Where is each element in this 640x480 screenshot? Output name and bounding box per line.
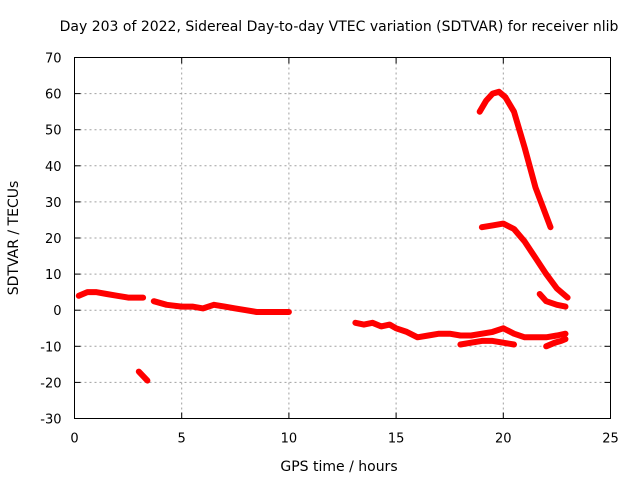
- y-tick-label: 40: [45, 160, 62, 175]
- x-tick-label: 10: [281, 432, 298, 447]
- x-tick-label: 0: [70, 432, 78, 447]
- series-track-7: [478, 220, 571, 301]
- data-series: [75, 88, 571, 384]
- y-tick-label: -30: [40, 413, 61, 428]
- x-axis-label: GPS time / hours: [280, 459, 397, 475]
- tick-labels: 0 5 10 15 20 25 -30 -20 -10 0 10 20 30 40 50 60 70: [40, 52, 619, 447]
- series-track-9: [543, 336, 569, 350]
- chart-title: Day 203 of 2022, Sidereal Day-to-day VTE…: [60, 19, 619, 35]
- y-axis-label: SDTVAR / TECUs: [6, 181, 22, 296]
- series-track-4: [352, 319, 569, 341]
- y-tick-label: -10: [40, 340, 61, 355]
- series-track-6: [476, 88, 554, 231]
- series-track-3: [135, 368, 151, 384]
- y-tick-label: -20: [40, 376, 61, 391]
- y-tick-label: 60: [45, 88, 62, 103]
- y-tick-label: 20: [45, 232, 62, 247]
- series-track-1: [75, 289, 147, 301]
- grid-lines: [74, 57, 611, 419]
- x-tick-label: 25: [602, 432, 619, 447]
- y-tick-label: 30: [45, 196, 62, 211]
- axis-ticks: [74, 57, 611, 419]
- series-track-8: [536, 291, 569, 310]
- y-tick-label: 10: [45, 268, 62, 283]
- x-tick-label: 20: [495, 432, 512, 447]
- series-track-5: [457, 337, 517, 348]
- y-tick-label: 0: [53, 304, 61, 319]
- y-tick-label: 70: [45, 52, 62, 67]
- x-tick-label: 15: [388, 432, 405, 447]
- series-track-2: [150, 298, 292, 315]
- x-tick-label: 5: [178, 432, 186, 447]
- y-tick-label: 50: [45, 124, 62, 139]
